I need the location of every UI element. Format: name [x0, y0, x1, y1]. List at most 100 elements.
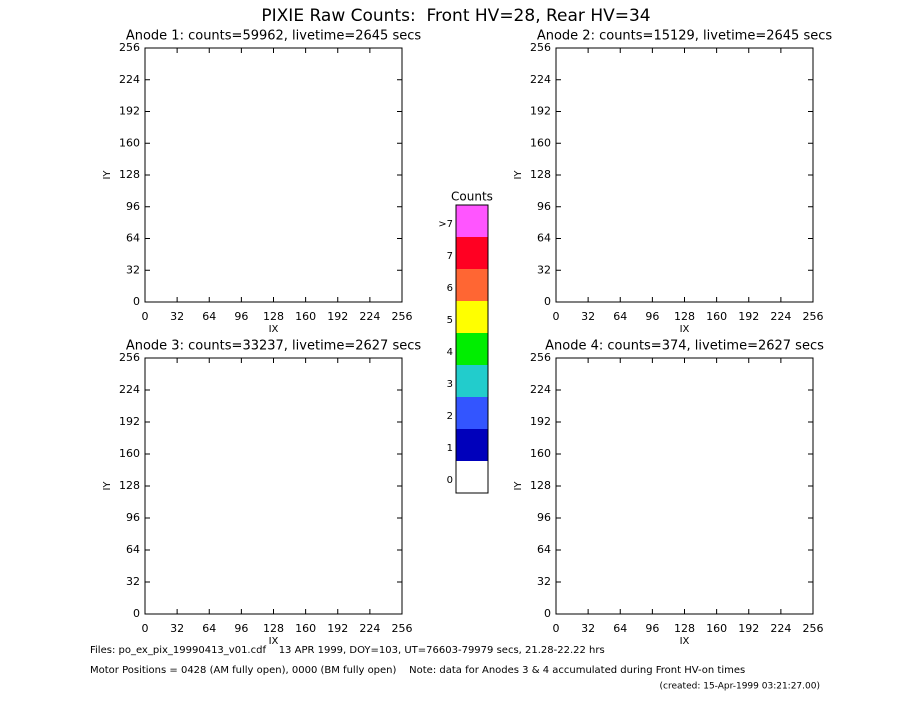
y-tick-label: 0	[133, 607, 140, 620]
x-tick-label: 32	[170, 622, 184, 635]
footer-created: (created: 15-Apr-1999 03:21:27.00)	[660, 682, 820, 692]
colorbar-label: 0	[447, 475, 453, 486]
y-tick-label: 96	[126, 200, 140, 213]
y-tick-label: 224	[530, 383, 551, 396]
colorbar-swatch	[456, 237, 488, 269]
y-tick-label: 192	[119, 105, 140, 118]
y-axis-label: IY	[102, 170, 113, 180]
y-tick-label: 32	[537, 575, 551, 588]
colorbar-label: 4	[447, 347, 453, 358]
colorbar-label: 7	[447, 251, 453, 262]
y-tick-label: 0	[133, 295, 140, 308]
x-axis-label: IX	[269, 636, 279, 647]
colorbar-swatch	[456, 461, 488, 493]
x-tick-label: 128	[674, 310, 695, 323]
y-tick-label: 64	[126, 543, 140, 556]
x-tick-label: 0	[142, 310, 149, 323]
y-tick-label: 224	[119, 73, 140, 86]
y-tick-label: 64	[126, 232, 140, 245]
x-axis-label: IX	[269, 324, 279, 335]
colorbar-swatch	[456, 333, 488, 365]
panel-title: Anode 1: counts=59962, livetime=2645 sec…	[126, 29, 422, 44]
x-tick-label: 224	[359, 310, 380, 323]
colorbar-label: >7	[438, 219, 453, 230]
x-tick-label: 192	[327, 310, 348, 323]
x-tick-label: 96	[645, 310, 659, 323]
y-tick-label: 192	[530, 105, 551, 118]
x-tick-label: 256	[803, 310, 824, 323]
y-tick-label: 192	[119, 415, 140, 428]
x-tick-label: 128	[674, 622, 695, 635]
y-tick-label: 160	[530, 136, 551, 149]
x-tick-label: 128	[263, 622, 284, 635]
plot-frame	[555, 357, 814, 615]
panel-title: Anode 4: counts=374, livetime=2627 secs	[545, 339, 824, 354]
y-tick-label: 96	[537, 511, 551, 524]
y-tick-label: 0	[544, 295, 551, 308]
x-tick-label: 192	[738, 310, 759, 323]
colorbar-title: Counts	[451, 190, 493, 204]
colorbar-swatch	[456, 397, 488, 429]
colorbar-swatch	[456, 429, 488, 461]
y-axis-label: IY	[102, 481, 113, 491]
y-tick-label: 160	[119, 447, 140, 460]
x-axis-label: IX	[680, 324, 690, 335]
x-tick-label: 0	[553, 310, 560, 323]
x-tick-label: 32	[170, 310, 184, 323]
colorbar-label: 3	[447, 379, 453, 390]
x-tick-label: 96	[645, 622, 659, 635]
x-tick-label: 160	[295, 310, 316, 323]
panel-title: Anode 2: counts=15129, livetime=2645 sec…	[537, 29, 833, 44]
x-axis-label: IX	[680, 636, 690, 647]
colorbar-swatch	[456, 365, 488, 397]
y-tick-label: 64	[537, 232, 551, 245]
x-tick-label: 96	[234, 622, 248, 635]
y-tick-label: 160	[119, 136, 140, 149]
x-tick-label: 96	[234, 310, 248, 323]
y-tick-label: 256	[119, 41, 140, 54]
footer-motor: Motor Positions = 0428 (AM fully open), …	[90, 665, 745, 676]
y-tick-label: 256	[119, 351, 140, 364]
y-tick-label: 64	[537, 543, 551, 556]
y-tick-label: 128	[119, 168, 140, 181]
y-tick-label: 32	[126, 575, 140, 588]
colorbar-label: 1	[447, 443, 453, 454]
x-tick-label: 192	[327, 622, 348, 635]
colorbar-frame	[455, 204, 489, 494]
x-tick-label: 64	[202, 310, 216, 323]
y-tick-label: 32	[537, 263, 551, 276]
plot-frame	[144, 47, 403, 303]
y-tick-label: 96	[537, 200, 551, 213]
colorbar-swatch	[456, 269, 488, 301]
x-tick-label: 256	[392, 310, 413, 323]
x-tick-label: 160	[706, 622, 727, 635]
x-tick-label: 160	[295, 622, 316, 635]
y-tick-label: 128	[530, 168, 551, 181]
plot-frame	[555, 47, 814, 303]
y-tick-label: 32	[126, 263, 140, 276]
footer-files: Files: po_ex_pix_19990413_v01.cdf 13 APR…	[90, 645, 605, 656]
y-tick-label: 192	[530, 415, 551, 428]
colorbar-label: 2	[447, 411, 453, 422]
figure-title: PIXIE Raw Counts: Front HV=28, Rear HV=3…	[261, 6, 650, 26]
x-tick-label: 128	[263, 310, 284, 323]
x-tick-label: 224	[770, 310, 791, 323]
plot-frame	[144, 357, 403, 615]
x-tick-label: 64	[613, 622, 627, 635]
x-tick-label: 256	[392, 622, 413, 635]
y-tick-label: 96	[126, 511, 140, 524]
y-tick-label: 256	[530, 41, 551, 54]
y-axis-label: IY	[513, 481, 524, 491]
x-tick-label: 32	[581, 310, 595, 323]
colorbar-swatch	[456, 301, 488, 333]
y-tick-label: 256	[530, 351, 551, 364]
x-tick-label: 64	[202, 622, 216, 635]
x-tick-label: 0	[142, 622, 149, 635]
colorbar-label: 5	[447, 315, 453, 326]
y-tick-label: 128	[119, 479, 140, 492]
colorbar-label: 6	[447, 283, 453, 294]
y-tick-label: 128	[530, 479, 551, 492]
x-tick-label: 160	[706, 310, 727, 323]
panel-title: Anode 3: counts=33237, livetime=2627 sec…	[126, 339, 422, 354]
x-tick-label: 64	[613, 310, 627, 323]
